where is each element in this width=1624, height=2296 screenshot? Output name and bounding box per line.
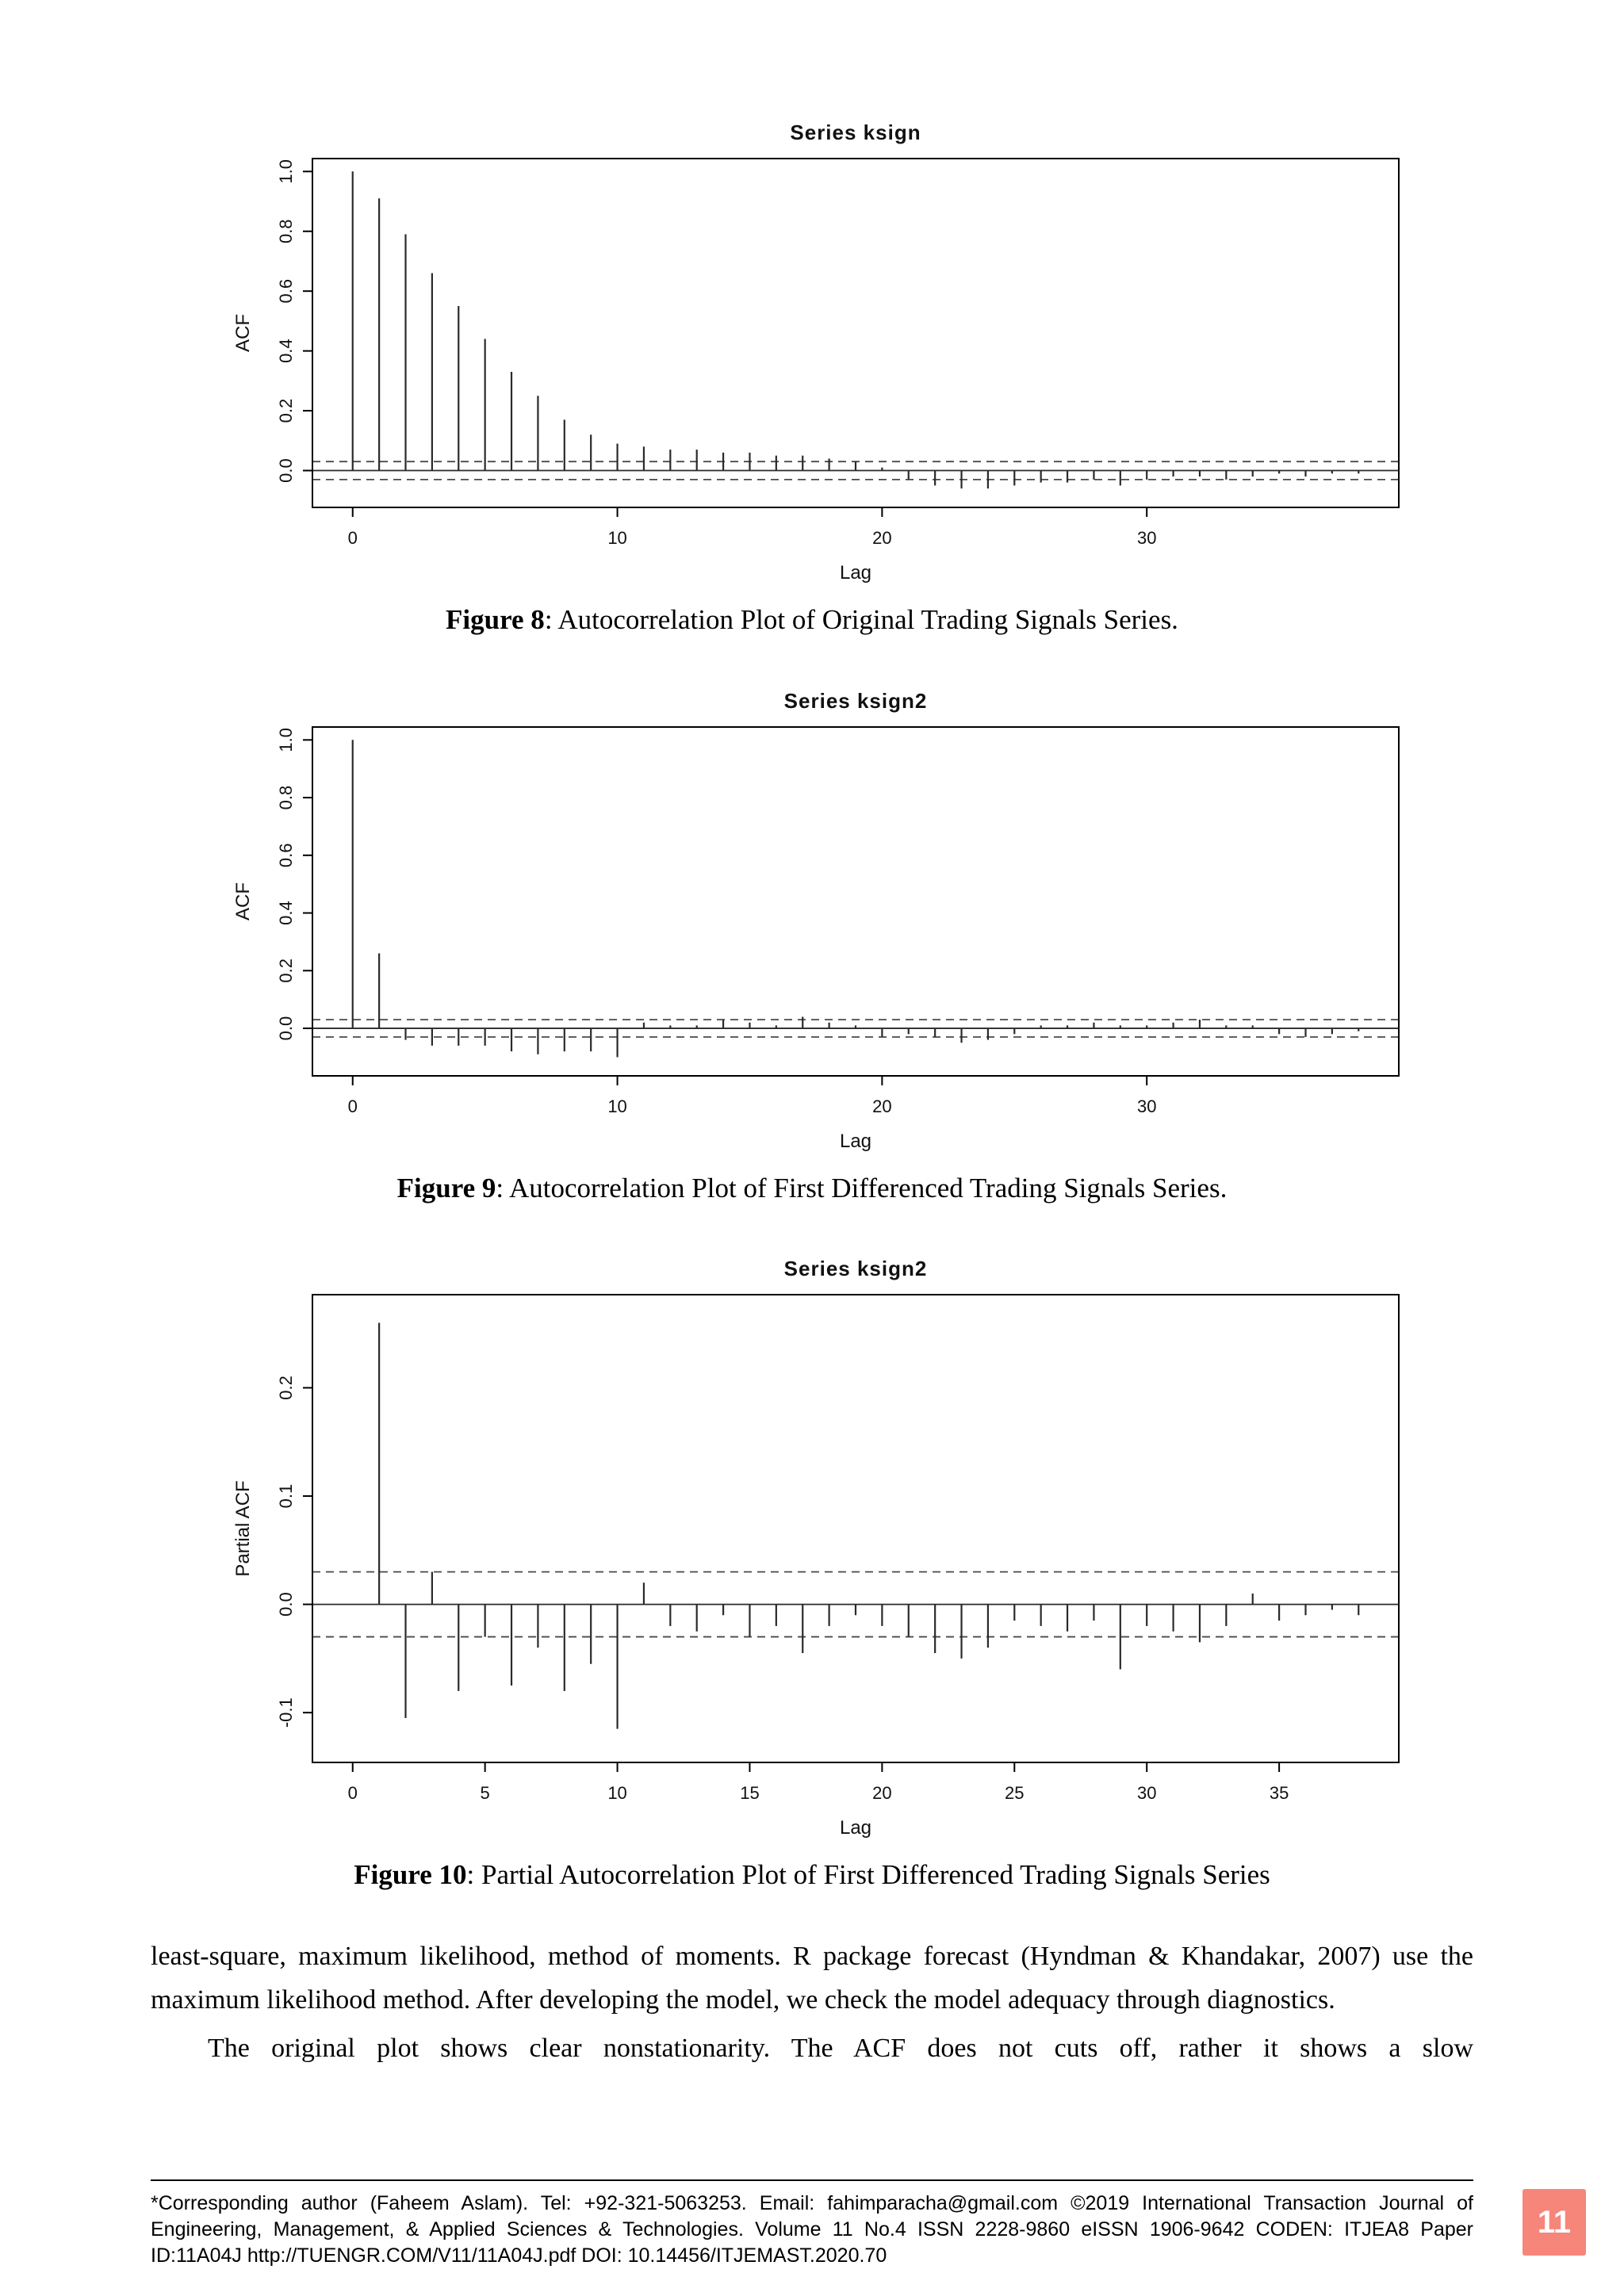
svg-text:15: 15 [740, 1783, 759, 1803]
svg-text:0.1: 0.1 [276, 1484, 296, 1509]
figure-8-caption: Figure 8: Autocorrelation Plot of Origin… [0, 602, 1624, 638]
svg-text:0.6: 0.6 [276, 279, 296, 304]
svg-text:10: 10 [607, 1783, 626, 1803]
svg-text:Series ksign: Series ksign [790, 121, 921, 144]
body-paragraph-2: The original plot shows clear nonstation… [208, 2033, 1473, 2063]
figure-8-caption-text: : Autocorrelation Plot of Original Tradi… [544, 604, 1178, 635]
figure-8-block: Series ksign 0 10 20 30 0.0 0.2 0.4 0.6 0.8 1.0 Lag… [0, 111, 1624, 638]
page-footer: *Corresponding author (Faheem Aslam). Te… [151, 2179, 1586, 2269]
figure-9-caption: Figure 9: Autocorrelation Plot of First … [0, 1170, 1624, 1207]
svg-text:0.8: 0.8 [276, 219, 296, 243]
figure-9-label: Figure 9 [396, 1172, 496, 1203]
svg-text:30: 30 [1137, 1096, 1156, 1116]
figure-10-block: Series ksign2 0 5 10 15 20 25 30 35 -0.1 0.0 0.1 0.2… [0, 1247, 1624, 1893]
svg-text:0: 0 [348, 1783, 358, 1803]
figure-8-label: Figure 8 [446, 604, 545, 635]
acf-plot-original-series: Series ksign 0 10 20 30 0.0 0.2 0.4 0.6 0.8 1.0 Lag… [232, 121, 1400, 584]
svg-text:30: 30 [1137, 528, 1156, 548]
svg-text:ACF: ACF [232, 882, 254, 920]
svg-text:Series ksign2: Series ksign2 [784, 1257, 928, 1280]
svg-text:0.0: 0.0 [276, 458, 296, 483]
charts-column: Series ksign 0 10 20 30 0.0 0.2 0.4 0.6 0.8 1.0 Lag… [0, 111, 1624, 1893]
svg-text:0.0: 0.0 [276, 1016, 296, 1040]
svg-text:20: 20 [872, 1783, 891, 1803]
page-number-badge: 11 [1522, 2189, 1586, 2256]
svg-text:10: 10 [607, 528, 626, 548]
svg-text:Series ksign2: Series ksign2 [784, 689, 928, 713]
body-text: least-square, maximum likelihood, method… [151, 1934, 1473, 2070]
svg-text:0: 0 [348, 1096, 358, 1116]
svg-text:20: 20 [872, 1096, 891, 1116]
svg-text:Partial ACF: Partial ACF [232, 1480, 254, 1576]
svg-text:ACF: ACF [232, 314, 254, 352]
svg-text:Lag: Lag [840, 1131, 871, 1152]
svg-text:0.4: 0.4 [276, 339, 296, 363]
figure-9-caption-text: : Autocorrelation Plot of First Differen… [496, 1172, 1228, 1203]
svg-text:5: 5 [481, 1783, 490, 1803]
svg-text:0.6: 0.6 [276, 843, 296, 867]
svg-text:0: 0 [348, 528, 358, 548]
footer-corresponding-author-text: *Corresponding author (Faheem Aslam). Te… [151, 2192, 1473, 2267]
svg-text:25: 25 [1005, 1783, 1024, 1803]
svg-text:10: 10 [607, 1096, 626, 1116]
svg-text:20: 20 [872, 528, 891, 548]
svg-text:0.8: 0.8 [276, 785, 296, 809]
svg-text:-0.1: -0.1 [276, 1697, 296, 1728]
svg-text:0.2: 0.2 [276, 959, 296, 983]
svg-text:35: 35 [1270, 1783, 1289, 1803]
svg-text:0.2: 0.2 [276, 399, 296, 423]
svg-text:30: 30 [1137, 1783, 1156, 1803]
figure-10-caption-text: : Partial Autocorrelation Plot of First … [466, 1859, 1270, 1890]
svg-text:Lag: Lag [840, 562, 871, 584]
svg-text:1.0: 1.0 [276, 159, 296, 184]
svg-text:0.4: 0.4 [276, 901, 296, 925]
figure-10-label: Figure 10 [354, 1859, 467, 1890]
pacf-plot-differenced-series: Series ksign2 0 5 10 15 20 25 30 35 -0.1 0.0 0.1 0.2… [232, 1257, 1400, 1839]
body-paragraph-1: least-square, maximum likelihood, method… [151, 1941, 1473, 2015]
svg-text:Lag: Lag [840, 1817, 871, 1839]
figure-9-block: Series ksign2 0 10 20 30 0.0 0.2 0.4 0.6 0.8 1.0 La… [0, 679, 1624, 1207]
svg-text:1.0: 1.0 [276, 727, 296, 752]
svg-text:0.2: 0.2 [276, 1376, 296, 1400]
figure-10-caption: Figure 10: Partial Autocorrelation Plot … [0, 1857, 1624, 1893]
acf-plot-differenced-series: Series ksign2 0 10 20 30 0.0 0.2 0.4 0.6 0.8 1.0 La… [232, 689, 1400, 1152]
svg-text:0.0: 0.0 [276, 1592, 296, 1617]
